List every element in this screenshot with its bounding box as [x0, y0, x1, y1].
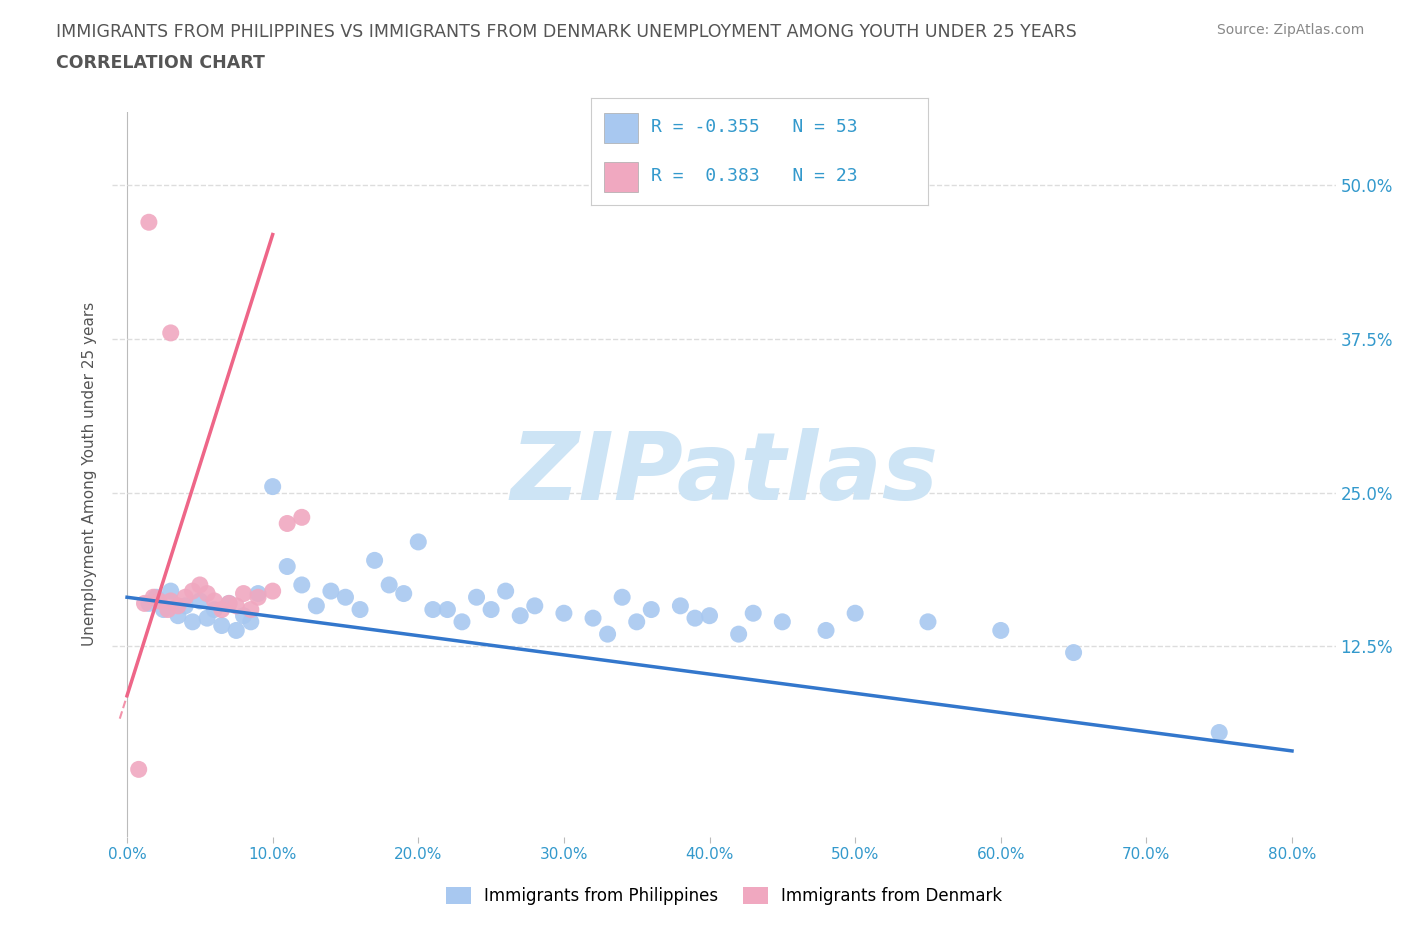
Point: [523, 598, 546, 613]
Point: [1208, 725, 1230, 740]
Point: [378, 578, 401, 592]
Point: [610, 590, 633, 604]
Point: [276, 559, 298, 574]
Point: [335, 590, 357, 604]
Point: [181, 615, 204, 630]
Point: [159, 326, 181, 340]
Point: [727, 627, 749, 642]
Point: [596, 627, 619, 642]
Point: [174, 590, 197, 604]
Point: [917, 615, 939, 630]
Point: [152, 602, 174, 617]
Point: [770, 615, 793, 630]
Point: [211, 602, 233, 617]
Point: [291, 578, 314, 592]
Point: [145, 590, 167, 604]
Point: [582, 611, 605, 626]
Point: [408, 535, 430, 550]
Point: [181, 584, 204, 599]
Point: [202, 593, 225, 608]
Point: [276, 516, 298, 531]
Point: [134, 596, 156, 611]
Point: [159, 593, 181, 608]
Point: [142, 590, 165, 604]
Point: [990, 623, 1012, 638]
Point: [465, 590, 488, 604]
Point: [247, 586, 270, 601]
Point: [211, 618, 233, 633]
Point: [319, 584, 342, 599]
Point: [392, 586, 415, 601]
Point: [683, 611, 706, 626]
Point: [188, 593, 211, 608]
Point: [202, 602, 225, 617]
Point: [239, 602, 262, 617]
Point: [218, 596, 240, 611]
Point: [262, 584, 284, 599]
Point: [156, 602, 179, 617]
Point: [232, 586, 254, 601]
Point: [225, 598, 247, 613]
Point: [232, 608, 254, 623]
Point: [225, 623, 247, 638]
Text: R =  0.383   N = 23: R = 0.383 N = 23: [651, 166, 858, 185]
Y-axis label: Unemployment Among Youth under 25 years: Unemployment Among Youth under 25 years: [82, 302, 97, 646]
Point: [195, 586, 218, 601]
Point: [626, 615, 648, 630]
Point: [349, 602, 371, 617]
Bar: [605, 162, 638, 192]
Point: [218, 596, 240, 611]
Point: [363, 553, 385, 568]
Point: [495, 584, 517, 599]
Point: [159, 584, 181, 599]
Point: [814, 623, 837, 638]
Point: [138, 215, 160, 230]
Text: Source: ZipAtlas.com: Source: ZipAtlas.com: [1216, 23, 1364, 37]
Point: [422, 602, 444, 617]
Point: [699, 608, 721, 623]
Point: [128, 762, 150, 777]
Point: [669, 598, 692, 613]
Point: [247, 590, 270, 604]
Point: [553, 605, 575, 620]
Point: [509, 608, 531, 623]
Legend: Immigrants from Philippines, Immigrants from Denmark: Immigrants from Philippines, Immigrants …: [439, 881, 1010, 912]
Point: [1063, 645, 1085, 660]
Point: [436, 602, 458, 617]
Point: [844, 605, 866, 620]
Point: [262, 479, 284, 494]
Point: [239, 615, 262, 630]
Point: [640, 602, 662, 617]
Point: [291, 510, 314, 525]
Point: [138, 596, 160, 611]
Point: [167, 598, 190, 613]
Point: [167, 608, 190, 623]
Point: [305, 598, 328, 613]
Point: [479, 602, 502, 617]
Text: ZIPatlas: ZIPatlas: [510, 429, 938, 520]
Bar: [605, 113, 638, 142]
Point: [148, 593, 170, 608]
Point: [188, 578, 211, 592]
Text: R = -0.355   N = 53: R = -0.355 N = 53: [651, 117, 858, 136]
Text: IMMIGRANTS FROM PHILIPPINES VS IMMIGRANTS FROM DENMARK UNEMPLOYMENT AMONG YOUTH : IMMIGRANTS FROM PHILIPPINES VS IMMIGRANT…: [56, 23, 1077, 41]
Point: [195, 611, 218, 626]
Point: [742, 605, 765, 620]
Text: CORRELATION CHART: CORRELATION CHART: [56, 54, 266, 72]
Point: [174, 598, 197, 613]
Point: [451, 615, 474, 630]
